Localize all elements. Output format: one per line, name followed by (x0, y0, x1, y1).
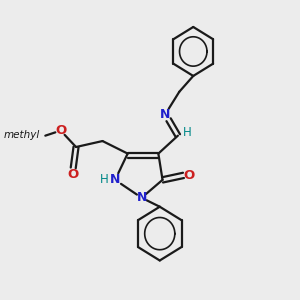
Text: H: H (100, 173, 109, 186)
Text: methyl: methyl (4, 130, 40, 140)
Text: O: O (55, 124, 66, 137)
Text: H: H (182, 126, 191, 139)
Text: N: N (110, 173, 120, 186)
Text: N: N (136, 191, 147, 204)
Text: N: N (160, 108, 170, 121)
Text: O: O (67, 168, 78, 181)
Text: O: O (183, 169, 195, 182)
